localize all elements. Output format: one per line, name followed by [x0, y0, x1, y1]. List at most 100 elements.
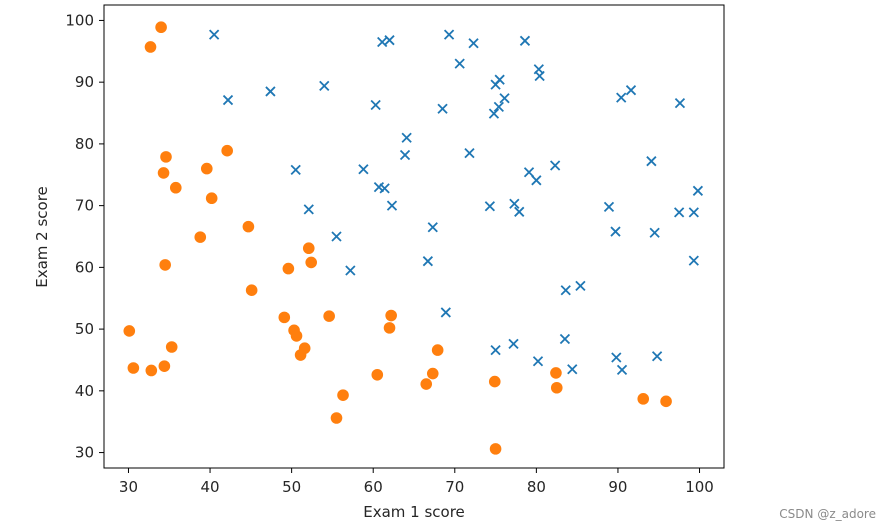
- x-marker-point: [265, 86, 276, 97]
- x-marker-stroke: [454, 58, 465, 69]
- x-tick-label: 70: [445, 478, 464, 496]
- x-marker-point: [534, 70, 545, 82]
- x-marker-point: [345, 265, 356, 276]
- x-marker-point: [523, 167, 535, 178]
- circle-marker-point: [221, 144, 233, 157]
- x-marker-point: [508, 338, 519, 350]
- x-marker-point: [549, 160, 561, 171]
- y-tick-label: 50: [75, 320, 94, 338]
- circle-marker-point: [159, 259, 171, 271]
- x-marker-stroke: [443, 29, 455, 40]
- x-marker-stroke: [377, 36, 388, 48]
- circle-marker-point: [290, 330, 303, 342]
- circle-marker-point: [337, 389, 349, 401]
- x-marker-point: [384, 35, 395, 46]
- circle-marker-point: [637, 393, 650, 405]
- x-marker-stroke: [422, 256, 434, 267]
- x-marker-point: [625, 85, 637, 96]
- x-marker-point: [401, 132, 412, 143]
- x-marker-stroke: [265, 86, 276, 97]
- circle-marker-point: [200, 162, 213, 175]
- circle-marker-point: [323, 310, 335, 322]
- circle-marker-point: [169, 181, 182, 194]
- x-marker-stroke: [692, 185, 704, 196]
- circle-marker-point: [302, 242, 315, 255]
- circle-marker-point: [489, 443, 502, 455]
- x-marker-point: [673, 207, 685, 218]
- x-marker-point: [649, 227, 660, 238]
- x-marker-point: [422, 256, 434, 267]
- x-marker-point: [222, 94, 234, 106]
- y-axis: 30 40 50 60 70 80 90 100: [65, 11, 104, 462]
- x-marker-point: [692, 185, 704, 196]
- x-marker-stroke: [651, 351, 663, 362]
- circle-marker-point: [426, 367, 439, 380]
- x-marker-stroke: [331, 231, 342, 242]
- x-marker-stroke: [519, 35, 531, 46]
- circle-marker-point: [194, 231, 207, 243]
- circle-marker-point: [330, 412, 343, 424]
- x-marker-point: [559, 333, 571, 345]
- y-tick-label: 80: [75, 135, 94, 153]
- x-marker-stroke: [379, 183, 390, 194]
- x-marker-point: [610, 226, 621, 237]
- x-marker-point: [493, 101, 504, 112]
- circle-marker-point: [157, 167, 170, 179]
- x-marker-point: [651, 351, 663, 362]
- x-tick-label: 60: [364, 478, 383, 496]
- x-marker-point: [454, 58, 465, 69]
- y-tick-label: 30: [75, 444, 94, 462]
- x-marker-stroke: [514, 206, 525, 217]
- x-marker-point: [674, 98, 686, 109]
- x-marker-stroke: [674, 98, 686, 109]
- x-marker-stroke: [493, 101, 504, 112]
- x-marker-point: [331, 231, 342, 242]
- circle-marker-point: [155, 21, 167, 34]
- x-marker-stroke: [610, 226, 621, 237]
- x-marker-stroke: [490, 344, 501, 356]
- x-marker-point: [464, 148, 475, 159]
- x-marker-point: [303, 204, 314, 215]
- x-marker-stroke: [399, 149, 411, 161]
- x-marker-stroke: [464, 148, 475, 159]
- x-marker-stroke: [508, 338, 519, 350]
- plot-frame: [103, 4, 725, 469]
- x-marker-stroke: [401, 132, 412, 143]
- circle-marker-point: [127, 362, 140, 374]
- circle-marker-point: [371, 368, 384, 381]
- x-marker-stroke: [384, 35, 395, 46]
- x-marker-stroke: [303, 204, 314, 215]
- x-marker-point: [616, 92, 627, 103]
- y-axis-label: Exam 2 score: [33, 186, 51, 288]
- circle-marker-point: [383, 322, 396, 334]
- x-marker-point: [509, 198, 520, 209]
- x-marker-stroke: [673, 207, 685, 218]
- x-marker-point: [208, 29, 220, 40]
- x-marker-point: [290, 164, 301, 175]
- x-marker-stroke: [370, 99, 381, 111]
- x-marker-stroke: [616, 92, 627, 103]
- x-marker-point: [499, 93, 510, 104]
- x-marker-point: [494, 74, 505, 85]
- x-marker-stroke: [488, 108, 500, 119]
- x-marker-stroke: [440, 307, 451, 318]
- x-marker-point: [437, 103, 448, 114]
- circle-marker-point: [298, 342, 311, 355]
- x-marker-point: [519, 35, 531, 46]
- x-marker-point: [646, 156, 657, 167]
- x-marker-point: [567, 364, 578, 375]
- x-marker-stroke: [575, 280, 586, 292]
- x-marker-stroke: [373, 181, 385, 193]
- data-marks: [123, 21, 704, 455]
- x-marker-stroke: [468, 38, 479, 49]
- x-tick-label: 90: [608, 478, 627, 496]
- circle-marker-point: [660, 395, 672, 408]
- x-marker-point: [377, 36, 388, 48]
- x-marker-point: [514, 206, 525, 217]
- watermark: CSDN @z_adore: [779, 507, 876, 521]
- x-marker-point: [531, 175, 542, 186]
- circle-marker-point: [385, 309, 397, 322]
- y-tick-label: 60: [75, 258, 94, 276]
- x-marker-stroke: [358, 164, 369, 175]
